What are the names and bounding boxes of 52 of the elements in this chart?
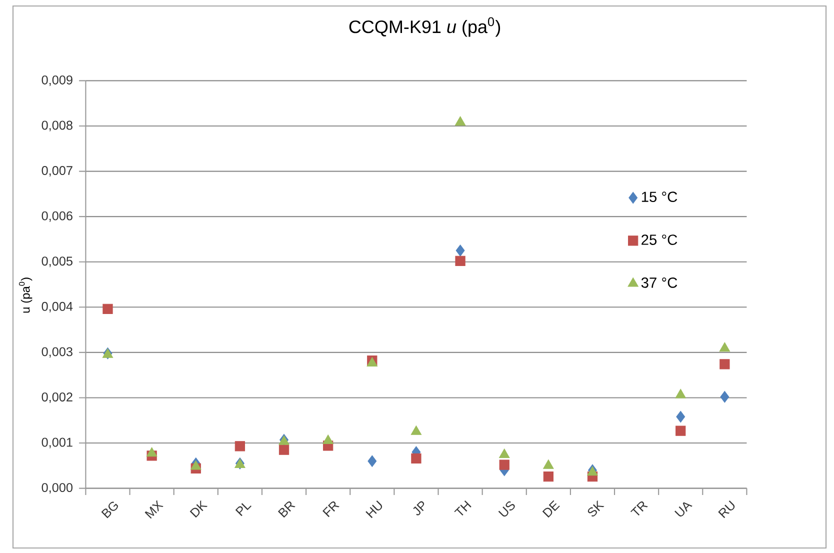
legend-label: 37 °C [641,277,678,288]
y-tick-label: 0,000 [42,483,72,494]
point [720,390,730,403]
y-tick-label: 0,005 [42,256,72,268]
y-tick-label: 0,002 [42,392,72,403]
point [454,116,466,126]
y-axis-title: u (pa$^{0}$) [18,278,32,313]
point [720,359,730,370]
y-tick-label: 0,001 [42,438,72,448]
x-tick-label: JP [413,501,424,516]
point [456,244,465,256]
x-tick-label: BR [278,501,296,518]
point [234,441,246,452]
point [499,460,510,470]
point [368,455,377,468]
y-tick-label: 0,003 [42,347,72,358]
x-tick-label: UA [674,502,692,516]
x-tick-label: TH [454,500,472,516]
point [410,426,422,435]
point [719,342,730,352]
point [676,426,686,436]
x-tick-label: DK [190,500,208,518]
point [675,388,686,398]
point [102,304,113,314]
point [499,448,510,458]
point [411,453,422,464]
x-tick-label: SK [588,500,604,516]
chart-title: CCQM-K91 u (pa$^{0}$) [349,17,500,37]
y-tick-label: 0,009 [42,75,72,86]
x-tick-label: MX [144,500,164,519]
x-tick-label: TR [630,501,648,516]
x-tick-label: US [498,501,515,517]
y-tick-label: 0,007 [42,166,72,177]
y-tick-label: 0,004 [42,302,73,312]
legend-label: 25 °C [642,234,678,245]
x-tick-label: PL [235,503,252,516]
legend-label: 15 °C [642,192,678,202]
point [455,256,466,266]
x-tick-label: FR [322,501,340,518]
point [543,471,554,482]
x-tick-label: DE [542,500,560,518]
y-tick-label: 0,006 [42,211,72,222]
point [278,444,290,455]
point [543,460,554,469]
point [146,447,158,457]
point [190,460,202,470]
x-tick-label: BG [101,502,118,518]
point [676,410,686,423]
x-tick-label: RU [718,500,735,518]
y-tick-label: 0,008 [42,120,72,132]
x-tick-label: HU [366,500,382,518]
point [322,434,334,444]
